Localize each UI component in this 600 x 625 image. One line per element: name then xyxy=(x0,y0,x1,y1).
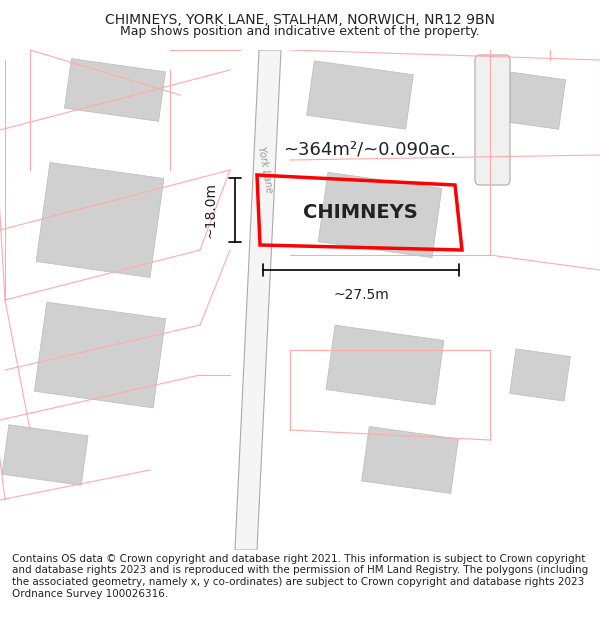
Polygon shape xyxy=(494,71,566,129)
Text: ~364m²/~0.090ac.: ~364m²/~0.090ac. xyxy=(284,141,457,159)
Polygon shape xyxy=(36,162,164,278)
Polygon shape xyxy=(34,302,166,408)
Polygon shape xyxy=(307,61,413,129)
Polygon shape xyxy=(326,325,444,405)
Text: CHIMNEYS: CHIMNEYS xyxy=(302,204,418,222)
Text: ~18.0m: ~18.0m xyxy=(203,182,217,238)
Text: York Lane: York Lane xyxy=(256,146,274,194)
Text: Contains OS data © Crown copyright and database right 2021. This information is : Contains OS data © Crown copyright and d… xyxy=(12,554,588,599)
Polygon shape xyxy=(2,424,88,486)
Polygon shape xyxy=(362,426,458,494)
FancyBboxPatch shape xyxy=(475,55,510,185)
Text: CHIMNEYS, YORK LANE, STALHAM, NORWICH, NR12 9BN: CHIMNEYS, YORK LANE, STALHAM, NORWICH, N… xyxy=(105,12,495,26)
Polygon shape xyxy=(235,50,281,550)
Polygon shape xyxy=(509,349,571,401)
Polygon shape xyxy=(318,173,442,258)
Polygon shape xyxy=(64,59,166,121)
Text: ~27.5m: ~27.5m xyxy=(333,288,389,302)
Text: Map shows position and indicative extent of the property.: Map shows position and indicative extent… xyxy=(120,24,480,38)
